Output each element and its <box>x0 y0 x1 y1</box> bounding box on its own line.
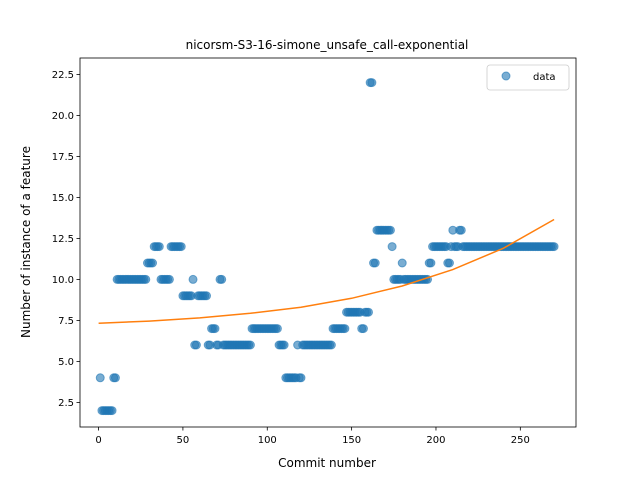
x-axis-label: Commit number <box>278 456 376 470</box>
data-point <box>340 324 350 334</box>
data-point <box>385 225 395 235</box>
data-point <box>202 291 212 301</box>
data-point <box>110 373 120 383</box>
data-point <box>387 242 397 252</box>
data-point <box>370 258 380 268</box>
data-point <box>217 274 227 284</box>
data-point <box>444 258 454 268</box>
fit-line <box>98 218 555 324</box>
x-tick-label: 200 <box>426 435 445 446</box>
data-point <box>107 406 117 416</box>
data-point <box>296 373 306 383</box>
data-point <box>154 242 164 252</box>
chart-title: nicorsm-S3-16-simone_unsafe_call-exponen… <box>186 38 469 52</box>
y-tick-label: 2.5 <box>58 398 74 409</box>
x-tick-label: 100 <box>258 435 277 446</box>
data-point <box>272 324 282 334</box>
y-tick-label: 7.5 <box>58 316 74 327</box>
axes-frame <box>79 57 577 428</box>
data-point <box>549 242 559 252</box>
legend-marker-data <box>501 71 511 81</box>
y-tick-label: 12.5 <box>52 234 74 245</box>
x-tick-label: 150 <box>342 435 361 446</box>
x-axis-ticks: 0 50 100 150 200 250 <box>95 427 530 446</box>
data-point <box>426 258 436 268</box>
x-tick-label: 250 <box>511 435 530 446</box>
data-point <box>164 274 174 284</box>
data-point <box>141 274 151 284</box>
data-points <box>95 78 559 416</box>
data-point <box>176 242 186 252</box>
y-tick-label: 20.0 <box>52 111 74 122</box>
data-point <box>148 258 158 268</box>
y-tick-label: 15.0 <box>52 193 74 204</box>
data-point <box>358 324 368 334</box>
y-tick-label: 22.5 <box>52 70 74 81</box>
data-point <box>188 274 198 284</box>
data-point <box>456 225 466 235</box>
plot-area <box>95 78 559 416</box>
y-tick-label: 5.0 <box>58 357 74 368</box>
legend-label-data: data <box>533 72 556 83</box>
data-point <box>245 340 255 350</box>
y-tick-label: 17.5 <box>52 152 74 163</box>
y-axis-label: Number of instance of a feature <box>19 146 33 338</box>
data-point <box>210 324 220 334</box>
legend: data <box>486 64 570 91</box>
data-point <box>95 373 105 383</box>
x-tick-label: 50 <box>177 435 190 446</box>
data-point <box>367 78 377 88</box>
data-point <box>191 340 201 350</box>
y-axis-ticks: 2.5 5.0 7.5 10.0 12.5 15.0 17.5 20.0 22.5 <box>52 70 80 409</box>
data-point <box>363 307 373 317</box>
x-tick-label: 0 <box>95 435 101 446</box>
legend-box <box>486 64 570 91</box>
y-tick-label: 10.0 <box>52 275 74 286</box>
data-point <box>326 340 336 350</box>
data-point <box>279 340 289 350</box>
data-point <box>397 258 407 268</box>
